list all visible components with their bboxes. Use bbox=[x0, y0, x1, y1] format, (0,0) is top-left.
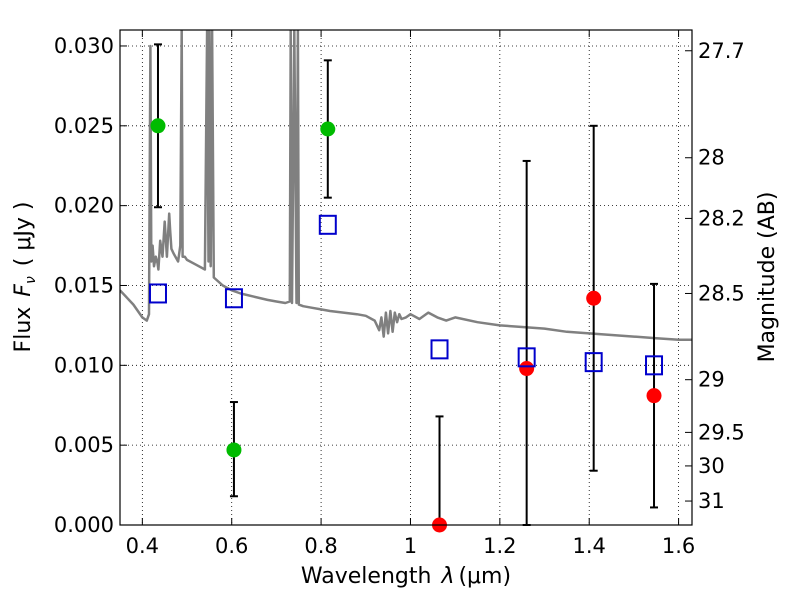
model-spectrum-line bbox=[120, 30, 692, 342]
y-tick-label: 0.020 bbox=[54, 194, 114, 218]
model-photometry-square bbox=[645, 355, 664, 376]
observed-red-point bbox=[586, 290, 602, 306]
observed-red-point bbox=[646, 388, 662, 404]
y-tick-label: 0.000 bbox=[54, 513, 114, 537]
x-axis-label: Wavelength λ (μm) bbox=[301, 564, 511, 589]
observed-green-point bbox=[320, 121, 336, 137]
magnitude-tick-label: 31 bbox=[698, 489, 725, 513]
plot-frame bbox=[119, 29, 693, 526]
y-tick-label: 0.010 bbox=[54, 353, 114, 377]
model-photometry-square bbox=[224, 288, 243, 309]
model-photometry-square bbox=[430, 339, 449, 360]
observed-green-point bbox=[226, 442, 242, 458]
magnitude-tick-label: 28.2 bbox=[698, 206, 745, 230]
y-tick-label: 0.025 bbox=[54, 114, 114, 138]
y-axis-label: FluxFν( μJy ) bbox=[11, 202, 39, 353]
plot-content bbox=[120, 30, 692, 342]
axis-ticks: 0.4 0.6 0.8 1 1.2 1.4 1.6 0.000 0.005 0.010 0.015 0… bbox=[54, 30, 745, 558]
x-tick-label: 1.4 bbox=[573, 534, 606, 558]
x-tick-label: 1 bbox=[404, 534, 417, 558]
model-photometry-square bbox=[148, 283, 167, 304]
x-tick-label: 1.2 bbox=[483, 534, 516, 558]
magnitude-tick-label: 28.5 bbox=[698, 281, 745, 305]
x-tick-label: 0.6 bbox=[215, 534, 248, 558]
y-tick-label: 0.005 bbox=[54, 433, 114, 457]
model-photometry-square bbox=[584, 352, 603, 373]
x-tick-label: 0.8 bbox=[304, 534, 337, 558]
x-tick-label: 1.6 bbox=[662, 534, 695, 558]
magnitude-tick-label: 29.5 bbox=[698, 420, 745, 444]
observed-green-point bbox=[150, 118, 166, 134]
model-photometry-square bbox=[318, 214, 337, 235]
observed-red-point bbox=[519, 361, 535, 377]
magnitude-tick-label: 30 bbox=[698, 454, 725, 478]
magnitude-tick-label: 29 bbox=[698, 368, 725, 392]
model-photometry-square bbox=[517, 347, 536, 368]
right-axis-label: Magnitude (AB) bbox=[755, 192, 780, 363]
y-tick-label: 0.030 bbox=[54, 34, 114, 58]
markers bbox=[148, 43, 664, 533]
x-tick-label: 0.4 bbox=[126, 534, 159, 558]
magnitude-tick-label: 27.7 bbox=[698, 39, 745, 63]
y-tick-label: 0.015 bbox=[54, 273, 114, 297]
magnitude-tick-label: 28 bbox=[698, 146, 725, 170]
